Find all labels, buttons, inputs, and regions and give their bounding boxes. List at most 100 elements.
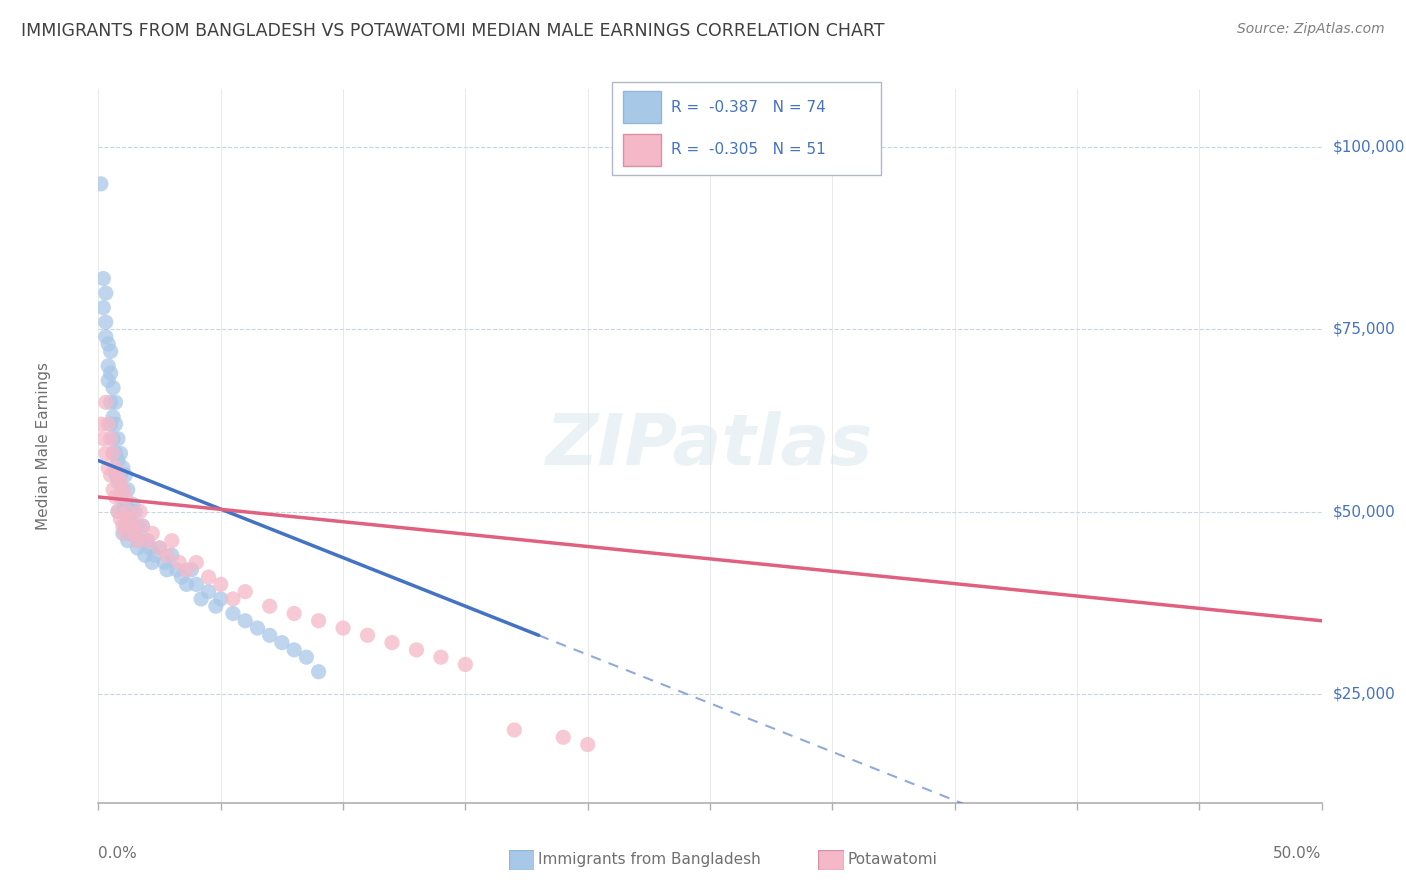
Point (430, 650, 453, 665)
Point (111, 483, 134, 497)
Point (233, 584, 256, 599)
FancyBboxPatch shape (612, 82, 882, 175)
Point (149, 541, 172, 555)
Point (381, 635, 404, 649)
Point (100, 468, 122, 483)
Text: $100,000: $100,000 (1333, 140, 1405, 155)
Point (209, 577, 232, 591)
Point (295, 650, 318, 665)
Point (131, 519, 153, 533)
Point (90, 417, 112, 432)
Point (246, 621, 269, 635)
Point (97, 359, 120, 373)
Point (141, 526, 163, 541)
Point (153, 556, 176, 570)
Point (111, 519, 134, 533)
Point (576, 738, 599, 752)
Point (259, 628, 281, 642)
Point (553, 731, 575, 745)
Text: R =  -0.387   N = 74: R = -0.387 N = 74 (672, 100, 827, 114)
Point (97, 337, 120, 351)
Point (101, 446, 124, 460)
Point (94, 330, 117, 344)
Point (100, 366, 122, 380)
Point (129, 504, 152, 518)
Point (111, 526, 134, 541)
Point (101, 381, 124, 395)
Text: $50,000: $50,000 (1333, 504, 1396, 519)
Point (160, 533, 183, 548)
Point (107, 453, 129, 467)
Point (104, 395, 127, 409)
Point (97, 417, 120, 432)
Point (176, 563, 198, 577)
Point (91, 432, 114, 446)
Point (111, 504, 134, 518)
Point (149, 541, 172, 555)
Point (100, 432, 122, 446)
Text: $75,000: $75,000 (1333, 322, 1396, 337)
Point (308, 665, 330, 679)
Point (114, 497, 136, 511)
Point (114, 519, 136, 533)
Point (124, 526, 146, 541)
Point (94, 395, 117, 409)
Point (270, 635, 294, 649)
Point (186, 577, 208, 591)
Point (104, 490, 127, 504)
Point (124, 504, 146, 518)
Point (114, 490, 136, 504)
Point (127, 519, 149, 533)
Point (136, 533, 159, 548)
Point (156, 548, 179, 562)
Point (121, 519, 143, 533)
Point (197, 570, 219, 584)
Point (308, 614, 330, 628)
Point (205, 599, 228, 614)
Point (209, 591, 232, 606)
Point (120, 504, 142, 518)
Point (110, 446, 132, 460)
Point (110, 475, 132, 490)
Point (405, 643, 427, 657)
Point (136, 533, 159, 548)
Point (110, 512, 132, 526)
Point (190, 591, 212, 606)
Point (120, 526, 142, 541)
Point (127, 541, 149, 555)
Text: Source: ZipAtlas.com: Source: ZipAtlas.com (1237, 22, 1385, 37)
Point (117, 533, 139, 548)
Text: R =  -0.305   N = 51: R = -0.305 N = 51 (672, 143, 827, 157)
Point (111, 460, 134, 475)
Point (107, 504, 129, 518)
Point (134, 548, 156, 562)
Point (222, 591, 245, 606)
Point (91, 301, 114, 315)
Point (503, 723, 526, 737)
Point (110, 468, 132, 483)
Point (104, 460, 127, 475)
Text: Immigrants from Bangladesh: Immigrants from Bangladesh (538, 853, 761, 867)
Point (107, 504, 129, 518)
Point (141, 556, 163, 570)
Text: 50.0%: 50.0% (1274, 846, 1322, 861)
Point (100, 417, 122, 432)
Point (131, 519, 153, 533)
Point (104, 446, 127, 460)
Point (94, 315, 117, 329)
Point (197, 584, 219, 599)
Point (259, 599, 281, 614)
Text: 0.0%: 0.0% (98, 846, 138, 861)
Point (94, 286, 117, 301)
Point (356, 628, 378, 642)
Point (143, 548, 166, 562)
Point (167, 556, 190, 570)
Point (117, 483, 139, 497)
Point (114, 468, 136, 483)
Point (160, 548, 183, 562)
Point (170, 570, 193, 584)
Bar (623, 134, 661, 166)
Point (156, 563, 179, 577)
Text: Median Male Earnings: Median Male Earnings (37, 362, 51, 530)
Point (107, 468, 129, 483)
